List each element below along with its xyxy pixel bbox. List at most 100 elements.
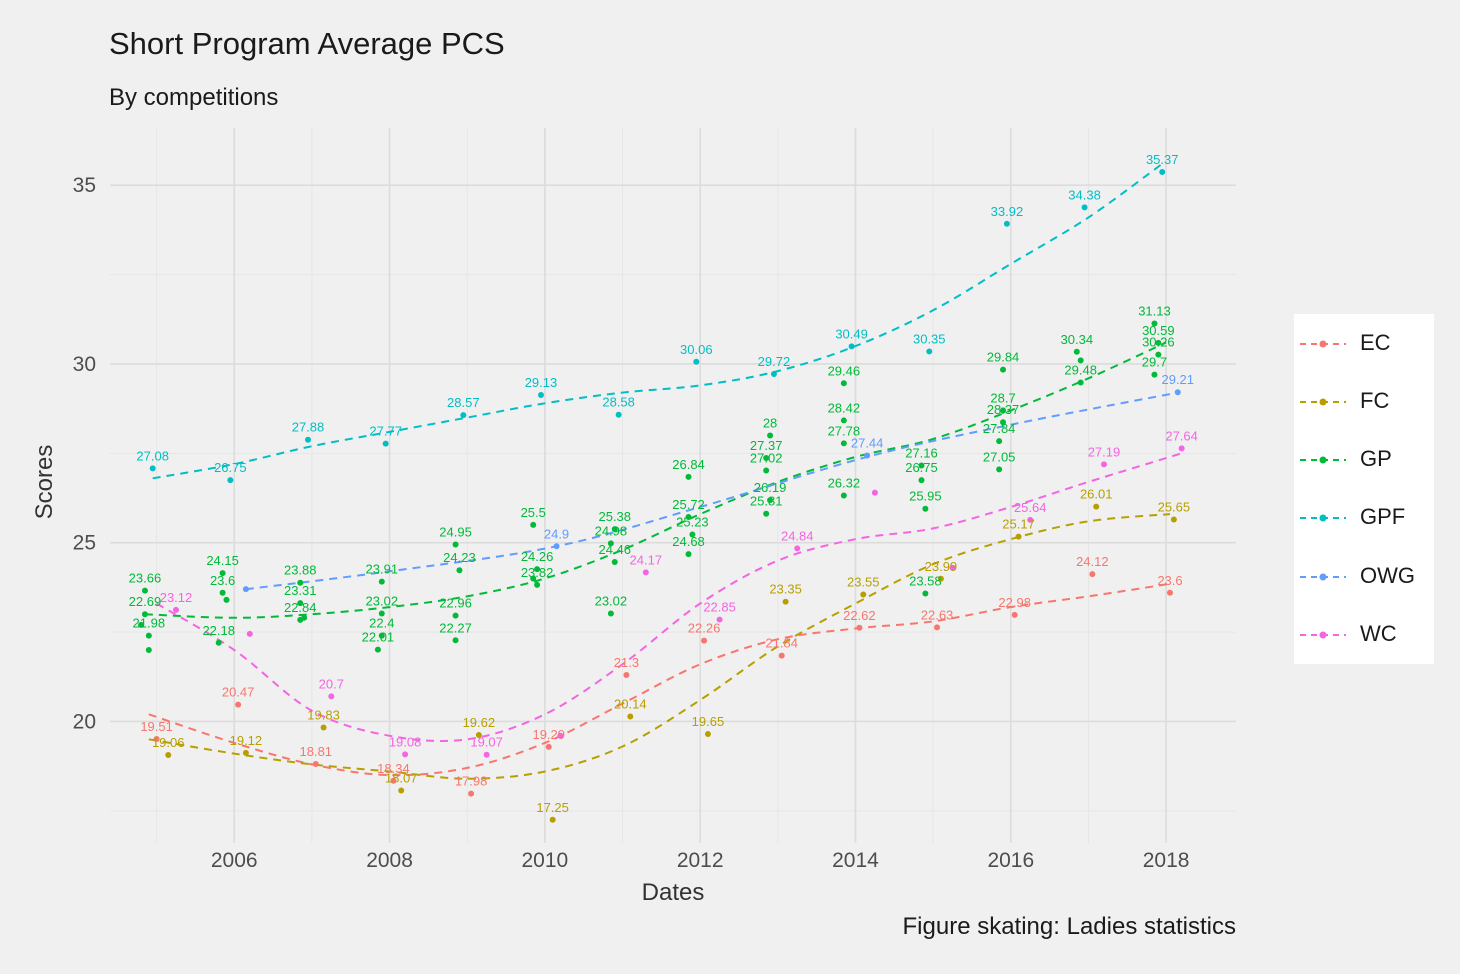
trend-line-gpf xyxy=(152,162,1163,480)
point-gp xyxy=(1151,320,1158,327)
point-label-owg: 24.9 xyxy=(544,526,569,541)
legend-label-ec: EC xyxy=(1360,330,1391,355)
trend-lines xyxy=(144,162,1182,780)
point-label-gp: 27.78 xyxy=(828,423,861,438)
point-gp xyxy=(378,632,385,639)
point-label-wc: 19.08 xyxy=(389,734,422,749)
legend-item-wc: WC xyxy=(1294,615,1434,655)
point-gp xyxy=(922,505,929,512)
point-label-fc: 19.06 xyxy=(152,735,185,750)
y-tick-label: 30 xyxy=(73,353,96,376)
point-ec xyxy=(701,637,708,644)
point-wc xyxy=(173,606,180,613)
point-label-wc: 27.64 xyxy=(1165,428,1198,443)
point-label-gp: 28.42 xyxy=(828,400,861,415)
legend-key-dot-owg xyxy=(1319,573,1327,581)
x-tick-label: 2018 xyxy=(1143,849,1190,872)
x-tick-label: 2006 xyxy=(211,849,258,872)
point-gp xyxy=(219,589,226,596)
chart-subtitle: By competitions xyxy=(109,84,279,111)
point-label-gp: 30.34 xyxy=(1061,332,1094,347)
point-ec xyxy=(468,790,475,797)
point-label-gpf: 30.49 xyxy=(835,326,868,341)
point-label-gp: 22.18 xyxy=(202,623,235,638)
point-label-wc: 25.64 xyxy=(1014,500,1047,515)
point-gp xyxy=(452,612,459,619)
point-gp xyxy=(215,639,222,646)
point-label-ec: 19.51 xyxy=(140,719,173,734)
point-label-gp: 23.91 xyxy=(366,562,399,577)
data-points xyxy=(138,168,1185,823)
point-gp xyxy=(301,614,308,621)
point-label-ec: 21.84 xyxy=(765,636,798,651)
point-label-fc: 25.17 xyxy=(1002,517,1035,532)
point-ec xyxy=(1166,589,1173,596)
point-label-ec: 24.12 xyxy=(1076,554,1109,569)
point-label-gp: 24.68 xyxy=(672,534,705,549)
point-wc xyxy=(1178,445,1185,452)
point-label-gpf: 33.92 xyxy=(991,204,1024,219)
point-label-ec: 18.81 xyxy=(300,744,333,759)
point-fc xyxy=(627,713,634,720)
point-fc xyxy=(549,816,556,823)
point-label-ec: 20.47 xyxy=(222,685,255,700)
point-label-gpf: 29.13 xyxy=(525,375,558,390)
point-gp xyxy=(840,492,847,499)
point-gp xyxy=(452,541,459,548)
point-label-gp: 28.37 xyxy=(987,402,1020,417)
point-label-wc: 24.17 xyxy=(630,552,663,567)
legend-label-gpf: GPF xyxy=(1360,504,1406,529)
point-label-fc: 20.14 xyxy=(614,696,647,711)
point-label-fc: 19.83 xyxy=(307,708,340,723)
x-tick-labels: 2006 2008 2010 2012 2014 2016 2018 xyxy=(211,849,1190,872)
x-tick-label: 2016 xyxy=(987,849,1034,872)
legend-label-owg: OWG xyxy=(1360,563,1415,588)
point-gpf xyxy=(460,412,467,419)
point-gpf xyxy=(227,477,234,484)
point-gp xyxy=(534,581,541,588)
y-tick-label: 25 xyxy=(73,532,96,555)
trend-line-owg xyxy=(245,391,1178,591)
point-label-ec: 22.63 xyxy=(921,607,954,622)
point-ec xyxy=(235,701,242,708)
point-gp xyxy=(378,578,385,585)
trend-line-ec xyxy=(148,582,1171,777)
point-label-gp: 22.69 xyxy=(129,594,162,609)
point-ec xyxy=(778,652,785,659)
legend-key-owg xyxy=(1300,573,1346,581)
point-owg xyxy=(242,586,249,593)
point-label-gp: 24.98 xyxy=(595,523,628,538)
point-label-fc: 25.65 xyxy=(1158,499,1191,514)
point-wc xyxy=(871,489,878,496)
point-fc xyxy=(165,752,172,759)
point-label-ec: 22.26 xyxy=(688,621,721,636)
point-ec xyxy=(1011,611,1018,618)
point-gp xyxy=(767,432,774,439)
point-label-gp: 24.15 xyxy=(206,553,239,568)
point-label-gp: 22.01 xyxy=(362,630,395,645)
point-label-gp: 23.31 xyxy=(284,583,317,598)
point-gp xyxy=(297,600,304,607)
legend-key-fc xyxy=(1300,398,1346,406)
point-gp xyxy=(145,646,152,653)
point-label-gp: 25.5 xyxy=(521,505,546,520)
point-gpf xyxy=(382,440,389,447)
point-gp xyxy=(1073,348,1080,355)
legend-item-gp: GP xyxy=(1294,440,1434,480)
point-wc xyxy=(716,616,723,623)
point-gp xyxy=(611,559,618,566)
point-label-wc: 27.19 xyxy=(1088,444,1121,459)
point-label-ec: 18.34 xyxy=(377,761,410,776)
point-label-gp: 26.32 xyxy=(828,476,861,491)
y-axis-label: Scores xyxy=(31,444,58,520)
point-label-gp: 25.23 xyxy=(676,514,709,529)
legend-key-dot-fc xyxy=(1319,398,1327,406)
point-gp xyxy=(689,531,696,538)
point-label-owg: 29.21 xyxy=(1161,372,1194,387)
legend-key-dot-ec xyxy=(1319,340,1327,348)
point-gp xyxy=(763,467,770,474)
point-gpf xyxy=(305,436,312,443)
legend-label-fc: FC xyxy=(1360,388,1390,413)
point-label-wc: 20.7 xyxy=(319,676,344,691)
point-ec xyxy=(545,743,552,750)
